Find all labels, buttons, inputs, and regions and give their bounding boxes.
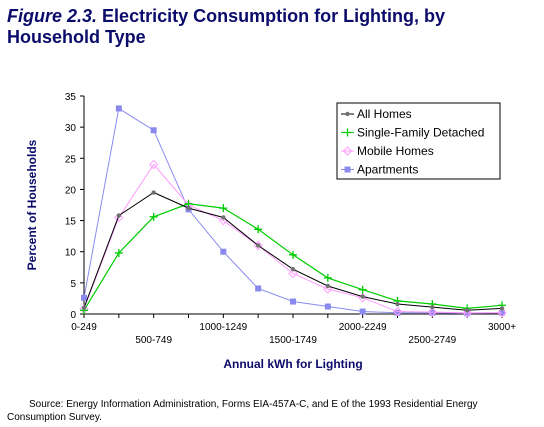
data-point [186,205,191,211]
figure-label: Figure 2.3. [7,6,98,26]
data-point [290,298,296,305]
x-tick-label: 0-249 [71,322,97,333]
data-point [429,309,436,316]
data-point [430,304,435,310]
chart-title: Figure 2.3. Electricity Consumption for … [7,6,537,48]
title-text: Electricity Consumption for Lighting, by… [7,6,446,47]
legend-box [336,102,501,180]
data-point [395,301,400,307]
data-point [358,285,367,294]
legend-label: Single-Family Detached [357,126,484,140]
y-axis-title: Percent of Households [25,139,39,270]
data-point [255,243,261,248]
y-tick-label: 15 [65,217,77,228]
x-tick-label: 1000-1249 [199,322,247,333]
data-point [464,310,471,317]
data-point [255,285,262,292]
y-tick-label: 0 [70,310,76,321]
y-tick-label: 35 [65,92,77,103]
data-point [323,284,333,294]
data-point [324,303,331,310]
data-point [289,250,297,259]
legend-label: Apartments [357,163,418,177]
data-point [81,294,87,301]
x-tick-label: 3000+ [488,322,516,333]
data-point [220,248,227,255]
y-tick-label: 30 [65,123,77,134]
y-tick-label: 20 [65,185,77,196]
data-point [325,283,331,289]
data-point [115,105,122,112]
legend-marker [342,146,353,156]
legend-marker [343,128,352,137]
data-point [499,306,505,311]
data-point [497,308,507,318]
y-tick-label: 10 [65,248,77,259]
data-point [290,266,296,272]
x-tick-label: 2500-2749 [408,335,456,346]
y-tick-label: 25 [65,154,77,165]
y-tick-label: 5 [70,279,76,290]
data-point [254,225,263,234]
data-point [253,240,263,251]
data-point [150,127,157,134]
data-point [359,308,366,315]
data-point [221,215,226,220]
data-point [151,190,156,195]
data-point [464,308,470,313]
data-point [392,306,403,317]
data-point [360,294,365,299]
legend-label: Mobile Homes [357,144,434,158]
x-tick-label: 500-749 [135,335,172,346]
data-point [394,309,401,316]
data-point [148,159,159,170]
data-point [114,212,124,223]
data-point [462,308,472,318]
legend-marker [344,166,351,173]
x-tick-label: 1500-1749 [269,335,317,346]
data-point [323,273,332,282]
data-point [116,213,122,218]
series-line [83,163,502,314]
data-point [357,293,368,303]
data-point [81,305,87,310]
data-point [427,307,438,317]
x-axis-title: Annual kWh for Lighting [223,357,362,371]
data-point [149,212,158,221]
legend-marker [345,111,350,117]
data-point [114,248,123,257]
source-note: Source: Energy Information Administratio… [7,399,478,423]
legend-label: All Homes [357,107,412,121]
data-point [219,204,228,213]
data-point [288,268,298,279]
x-tick-label: 2000-2249 [339,322,387,333]
